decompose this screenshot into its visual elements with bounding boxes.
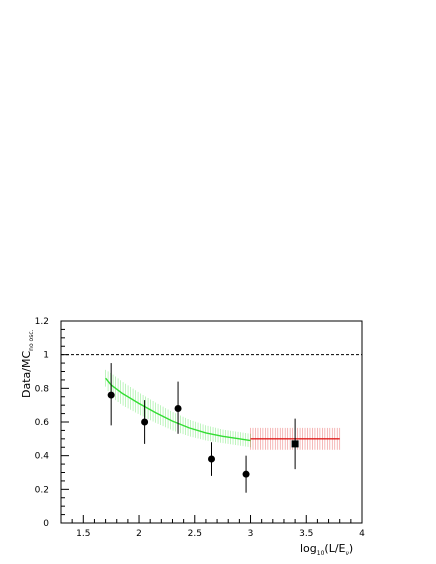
bands-layer [105, 369, 341, 450]
y-tick-label: 0 [43, 519, 49, 529]
data-point [141, 418, 149, 426]
oscillation-fit-curve [105, 377, 251, 442]
data-point [242, 470, 250, 478]
x-tick-label: 3 [248, 529, 254, 539]
x-tick-label: 2 [136, 529, 142, 539]
data-point [208, 455, 215, 463]
x-tick-label: 3.5 [299, 529, 313, 539]
plot-frame [60, 320, 363, 524]
data-point [174, 405, 182, 413]
data-point-square [291, 440, 299, 448]
x-tick-label: 4 [359, 529, 365, 539]
y-axis-title: Data/MCno osc. [20, 329, 35, 398]
y-tick-label: 1.2 [35, 317, 49, 327]
y-tick-label: 0.8 [35, 384, 50, 394]
data-point [107, 391, 115, 399]
y-tick-label: 0.2 [35, 485, 49, 495]
x-tick-label: 2.5 [188, 529, 202, 539]
y-tick-label: 0.6 [35, 418, 50, 428]
points-layer [107, 363, 299, 493]
y-tick-label: 0.4 [35, 452, 50, 462]
x-tick-label: 1.5 [76, 529, 90, 539]
ticks-layer: 1.5 2 2.5 3 3.5 4 0 0.2 0.4 0.6 0.8 1 1.2 [35, 317, 365, 539]
y-tick-label: 1 [43, 351, 49, 361]
x-axis-title: log10(L/Eν) [300, 542, 353, 557]
